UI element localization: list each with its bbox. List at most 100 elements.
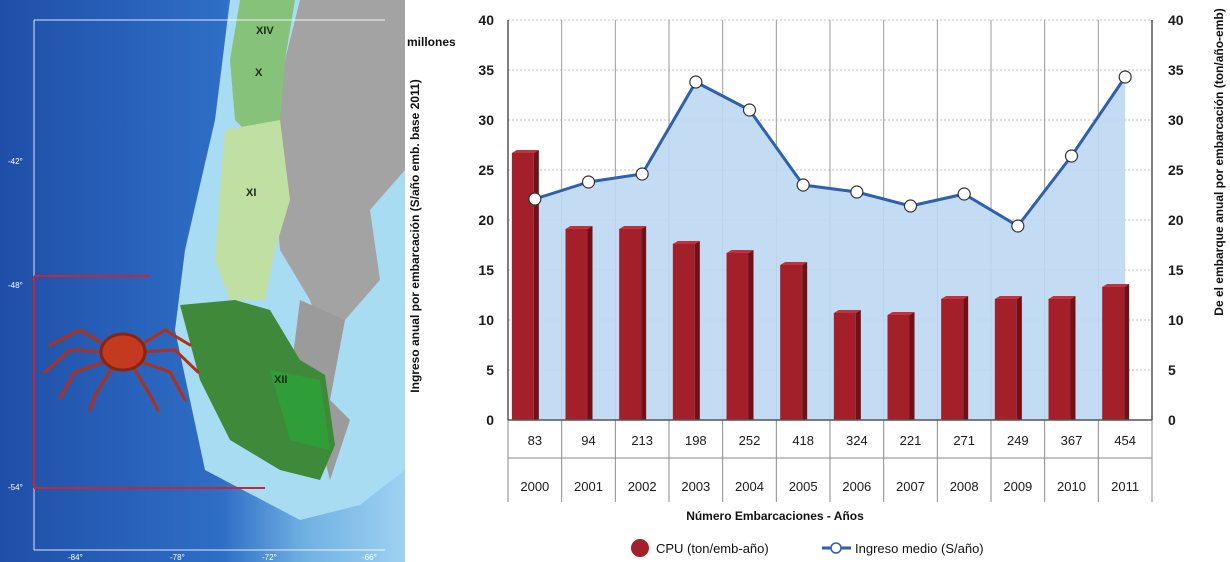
cpu-bar	[726, 253, 749, 420]
year-label: 2009	[1003, 479, 1032, 494]
vessel-count-label: 367	[1061, 433, 1083, 448]
map-panel: -42° -48° -54° -84° -78° -72° -66° XIV X…	[0, 0, 405, 562]
legend-ingreso-marker	[830, 542, 842, 554]
year-label: 2006	[842, 479, 871, 494]
region-xi	[215, 120, 290, 300]
ingreso-marker	[581, 175, 596, 189]
cpu-bar-side	[533, 150, 539, 420]
cpu-bar-top	[780, 262, 808, 265]
cpu-bar-side	[1070, 296, 1076, 420]
vessel-count-label: 454	[1114, 433, 1136, 448]
y2-tick-label: 5	[1168, 362, 1176, 378]
cpu-bar-top	[672, 241, 700, 244]
cpu-bar	[1102, 287, 1125, 420]
year-label: 2010	[1057, 479, 1086, 494]
cpu-bar	[780, 265, 803, 420]
y2-tick-label: 15	[1168, 262, 1184, 278]
year-label: 2008	[950, 479, 979, 494]
cpu-bar-side	[963, 296, 969, 420]
vessel-count-label: 271	[953, 433, 975, 448]
y-tick-label: 20	[478, 212, 494, 228]
year-label: 2011	[1111, 479, 1139, 494]
year-label: 2001	[574, 479, 603, 494]
y-axis-title: Ingreso anual por embarcación (S/año emb…	[408, 79, 422, 392]
ingreso-marker	[1011, 219, 1025, 233]
ingreso-marker	[903, 199, 918, 213]
lon-label-78: -78°	[170, 553, 185, 562]
legend: CPU (ton/emb-año) Ingreso medio (S/año)	[631, 539, 984, 557]
x-axis-title: Número Embarcaciones - Años	[686, 509, 864, 523]
cpu-bar-side	[694, 241, 700, 420]
cpu-bar-side	[1124, 284, 1130, 420]
cpu-bar-top	[887, 312, 915, 315]
cpu-bar-top	[619, 226, 647, 229]
cpu-bar	[1048, 299, 1071, 420]
y2-tick-label: 25	[1168, 162, 1184, 178]
ingreso-marker	[957, 187, 971, 201]
vessel-count-label: 252	[739, 433, 761, 448]
vessel-count-label: 94	[581, 433, 595, 448]
cpu-bar	[511, 153, 534, 420]
y-tick-label: 15	[478, 262, 494, 278]
cpu-bar-top	[565, 226, 593, 229]
cpu-bar	[672, 244, 695, 420]
argentina-land	[270, 0, 405, 360]
ingreso-marker	[742, 103, 757, 117]
vessel-count-label: 418	[792, 433, 814, 448]
y-unit-label: millones	[407, 35, 456, 49]
vessel-count-label: 249	[1007, 433, 1029, 448]
ingreso-marker	[1118, 70, 1132, 84]
y2-tick-label: 35	[1168, 62, 1184, 78]
cpu-bar-top	[994, 296, 1022, 299]
year-label: 2000	[520, 479, 549, 494]
ingreso-marker	[1064, 149, 1079, 163]
cpu-bar	[887, 315, 910, 420]
ingreso-marker	[635, 167, 649, 181]
cpu-bar	[941, 299, 964, 420]
cpu-bar-side	[802, 262, 808, 420]
year-label: 2007	[896, 479, 925, 494]
ingreso-marker	[850, 185, 864, 199]
lat-label-54: -54°	[8, 483, 23, 492]
region-xiv-x	[230, 0, 295, 140]
year-label: 2005	[789, 479, 818, 494]
cpu-bar-top	[726, 250, 754, 253]
lat-label-48: -48°	[8, 281, 23, 290]
y-tick-label: 25	[478, 162, 494, 178]
y2-axis-title: De el embarque anual por embarcación (to…	[1212, 8, 1226, 315]
cpu-bar-top	[1048, 296, 1076, 299]
vessel-count-label: 83	[528, 433, 542, 448]
year-label: 2004	[735, 479, 764, 494]
cpu-bar	[833, 313, 856, 420]
vessel-count-label: 221	[900, 433, 922, 448]
ingreso-marker	[689, 75, 703, 89]
cpu-bar-side	[587, 226, 593, 420]
y-tick-label: 35	[478, 62, 494, 78]
cpu-bar-side	[909, 312, 915, 420]
y2-tick-label: 10	[1168, 312, 1184, 328]
cpu-bar-top	[833, 310, 861, 313]
cpu-bar-top	[511, 150, 539, 153]
lon-label-84: -84°	[68, 553, 83, 562]
region-label-x: X	[255, 67, 263, 79]
lon-label-72: -72°	[262, 553, 277, 562]
cpu-bar	[565, 229, 588, 420]
legend-cpu-swatch	[631, 539, 649, 557]
cpu-bar-side	[641, 226, 647, 420]
region-label-xi: XI	[246, 187, 256, 199]
ingreso-marker	[796, 178, 810, 192]
y2-tick-label: 40	[1168, 12, 1184, 28]
y-tick-label: 10	[478, 312, 494, 328]
vessel-count-label: 198	[685, 433, 707, 448]
crab-illustration	[43, 328, 200, 412]
region-label-xiv: XIV	[256, 25, 274, 37]
region-xii-highlight	[270, 370, 330, 450]
y2-tick-label: 30	[1168, 112, 1184, 128]
lon-label-66: -66°	[362, 553, 377, 562]
ingreso-line	[534, 76, 1127, 228]
y2-tick-label: 0	[1168, 412, 1176, 428]
cpu-bar-side	[1016, 296, 1022, 420]
y-tick-label: 30	[478, 112, 494, 128]
y-tick-label: 5	[486, 362, 494, 378]
year-label: 2002	[628, 479, 657, 494]
